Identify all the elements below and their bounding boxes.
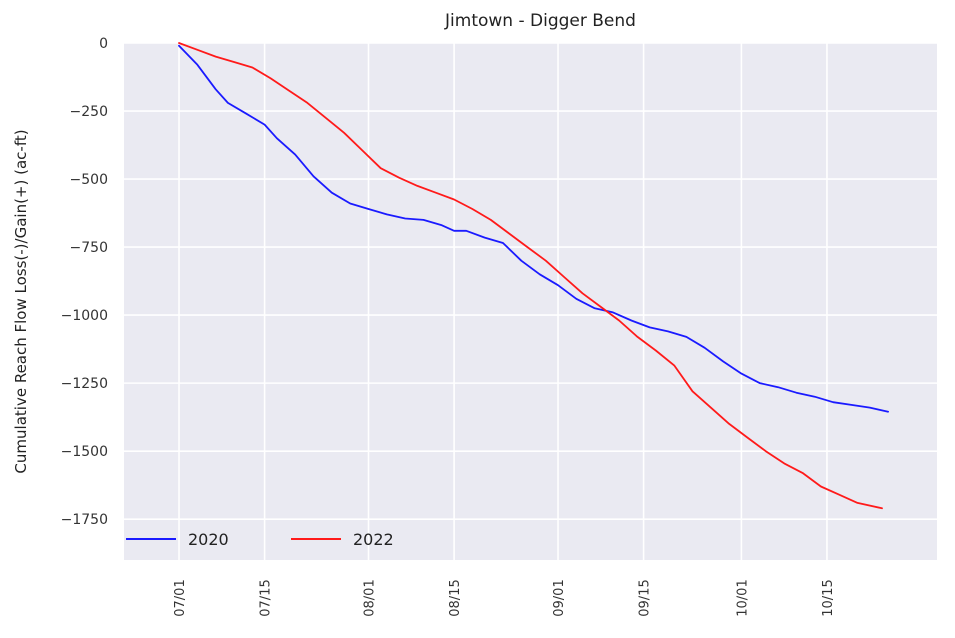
y-tick-label: −750 [70,240,108,256]
x-tick-label: 08/01 [363,579,378,616]
y-tick-label: −250 [70,104,108,120]
grid-lines [124,42,937,560]
x-tick-label: 07/01 [173,579,188,616]
chart-title: Jimtown - Digger Bend [444,11,636,31]
y-tick-label: −1750 [61,512,108,528]
x-tick-label: 08/15 [448,579,463,616]
plot-area [124,43,937,560]
x-tick-label: 07/15 [259,579,274,616]
x-tick-label: 09/01 [552,579,567,616]
series-line-2020 [178,44,889,413]
y-tick-label: −500 [70,172,108,188]
y-axis-label: Cumulative Reach Flow Loss(-)/Gain(+) (a… [12,129,30,473]
x-tick-label: 09/15 [638,579,653,616]
x-axis-ticks: 07/01 07/15 08/01 08/15 09/01 09/15 10/01 10/15 [173,579,836,616]
series-line-2022 [178,42,883,510]
y-axis-ticks: 0 −250 −500 −750 −1000 −1250 −1500 −1750 [61,36,108,528]
legend-label-2020: 2020 [188,530,229,549]
x-tick-label: 10/01 [735,579,750,616]
y-tick-label: −1000 [61,308,108,324]
y-tick-label: 0 [99,36,108,52]
y-tick-label: −1250 [61,376,108,392]
x-tick-label: 10/15 [821,579,836,616]
legend-label-2022: 2022 [353,530,394,549]
series-layer [178,42,889,510]
y-tick-label: −1500 [61,444,108,460]
legend: 2020 2022 [126,530,394,549]
